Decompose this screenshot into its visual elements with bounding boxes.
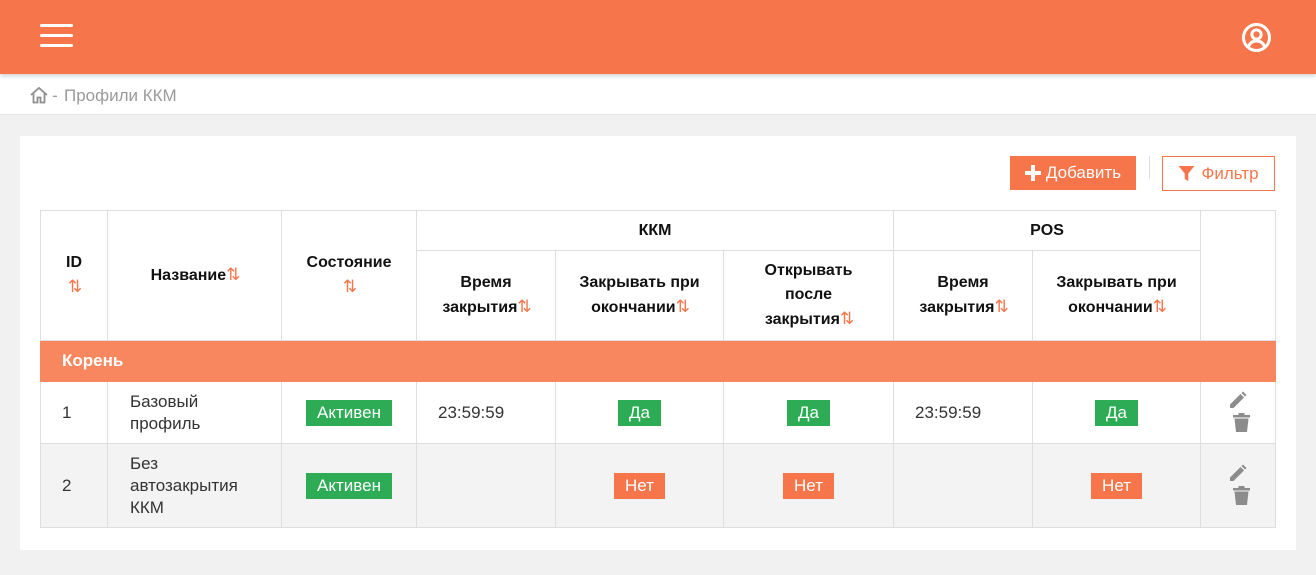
cell-kkm-close-time (416, 443, 556, 528)
home-icon[interactable] (29, 86, 49, 104)
hamburger-menu-icon[interactable] (40, 24, 74, 50)
breadcrumb-current: Профили ККМ (64, 86, 177, 105)
col-header-label: Закрывать при окончании (579, 274, 700, 316)
cell-kkm-open-after-close: Нет (722, 443, 895, 528)
col-header-id-label: ID (66, 254, 82, 271)
cell-state: Активен (281, 381, 417, 444)
sort-icon[interactable]: ⇅ (517, 297, 531, 316)
sort-icon[interactable]: ⇅ (226, 265, 240, 284)
user-circle-icon[interactable] (1241, 22, 1272, 53)
status-badge: Активен (306, 472, 392, 499)
filter-button[interactable]: Фильтр (1162, 156, 1275, 191)
add-button-label: Добавить (1045, 163, 1122, 182)
trash-icon[interactable] (1233, 413, 1251, 437)
top-bar (0, 0, 1316, 74)
cell-id: 1 (40, 381, 108, 444)
sort-icon[interactable]: ⇅ (342, 277, 357, 296)
col-header-state-label: Состояние (306, 254, 392, 271)
header-row-group: ID ⇅ Название⇅ Состояние ⇅ ККМ POS (40, 210, 1277, 341)
yes-badge: Да (787, 399, 830, 426)
pencil-icon[interactable] (1228, 391, 1247, 415)
sort-icon[interactable]: ⇅ (994, 297, 1008, 316)
group-label: Корень (39, 340, 1277, 382)
yes-badge: Да (618, 399, 661, 426)
pencil-icon[interactable] (1228, 464, 1247, 488)
cell-name: Без автозакрытия ККМ (107, 443, 282, 528)
trash-icon[interactable] (1233, 486, 1251, 510)
sort-icon[interactable]: ⇅ (675, 297, 690, 316)
no-badge: Нет (614, 472, 665, 499)
header-row-columns: Время закрытия⇅ Закрывать при окончании⇅… (41, 250, 1276, 341)
table-row[interactable]: 2 Без автозакрытия ККМ Активен Нет Нет Н… (40, 443, 1277, 528)
cell-id: 2 (40, 443, 108, 528)
group-row[interactable]: Корень (39, 340, 1277, 382)
col-header-label: Время закрытия (919, 274, 995, 316)
col-header-kkm-open-after-close: Открывать после закрытия⇅ (722, 250, 895, 341)
col-header-name: Название⇅ (107, 210, 282, 341)
col-header-kkm-close-time: Время закрытия⇅ (416, 250, 556, 341)
col-header-state: Состояние ⇅ (281, 210, 417, 341)
col-group-pos: POS (893, 210, 1202, 251)
cell-pos-close-on-end: Нет (1032, 443, 1202, 528)
add-button[interactable]: Добавить (1010, 156, 1136, 190)
col-header-name-label: Название (150, 267, 227, 284)
cell-state: Активен (281, 443, 417, 528)
cell-name: Базовый профиль (107, 381, 282, 444)
breadcrumb-separator: - (52, 86, 58, 105)
cell-pos-close-on-end: Да (1032, 381, 1202, 444)
cell-kkm-close-on-end: Да (555, 381, 724, 444)
toolbar-divider (1149, 156, 1150, 179)
cell-actions (1200, 443, 1277, 528)
no-badge: Нет (1091, 472, 1142, 499)
cell-kkm-close-time: 23:59:59 (416, 381, 556, 444)
cell-actions (1200, 381, 1277, 444)
plus-icon (1024, 165, 1041, 181)
cell-pos-close-time (893, 443, 1034, 528)
cell-kkm-close-on-end: Нет (555, 443, 724, 528)
sort-icon[interactable]: ⇅ (67, 277, 82, 296)
status-badge: Активен (306, 399, 392, 426)
cell-kkm-open-after-close: Да (722, 381, 895, 444)
col-header-id: ID ⇅ (40, 210, 108, 341)
col-header-label: Время закрытия (442, 274, 518, 316)
col-group-kkm: ККМ (415, 210, 895, 251)
col-header-kkm-close-on-end: Закрывать при окончании⇅ (555, 250, 724, 341)
content-card: Добавить Фильтр ID ⇅ Название⇅ Состояние… (20, 136, 1296, 550)
sort-icon[interactable]: ⇅ (1152, 297, 1167, 316)
sort-icon[interactable]: ⇅ (839, 309, 854, 328)
table-row[interactable]: 1 Базовый профиль Активен 23:59:59 Да Да… (40, 381, 1277, 444)
col-header-label: Открывать после закрытия (764, 262, 853, 328)
cell-pos-close-time: 23:59:59 (893, 381, 1034, 444)
yes-badge: Да (1095, 399, 1138, 426)
col-header-pos-close-time: Время закрытия⇅ (893, 250, 1034, 341)
col-header-pos-close-on-end: Закрывать при окончании⇅ (1032, 250, 1202, 341)
filter-icon (1178, 166, 1195, 181)
breadcrumb: - Профили ККМ (0, 74, 1316, 115)
kkm-profiles-table: ID ⇅ Название⇅ Состояние ⇅ ККМ POS Время… (39, 210, 1277, 528)
col-header-actions (1200, 210, 1277, 341)
no-badge: Нет (783, 472, 834, 499)
col-header-label: Закрывать при окончании (1056, 274, 1177, 316)
filter-button-label: Фильтр (1201, 163, 1259, 183)
